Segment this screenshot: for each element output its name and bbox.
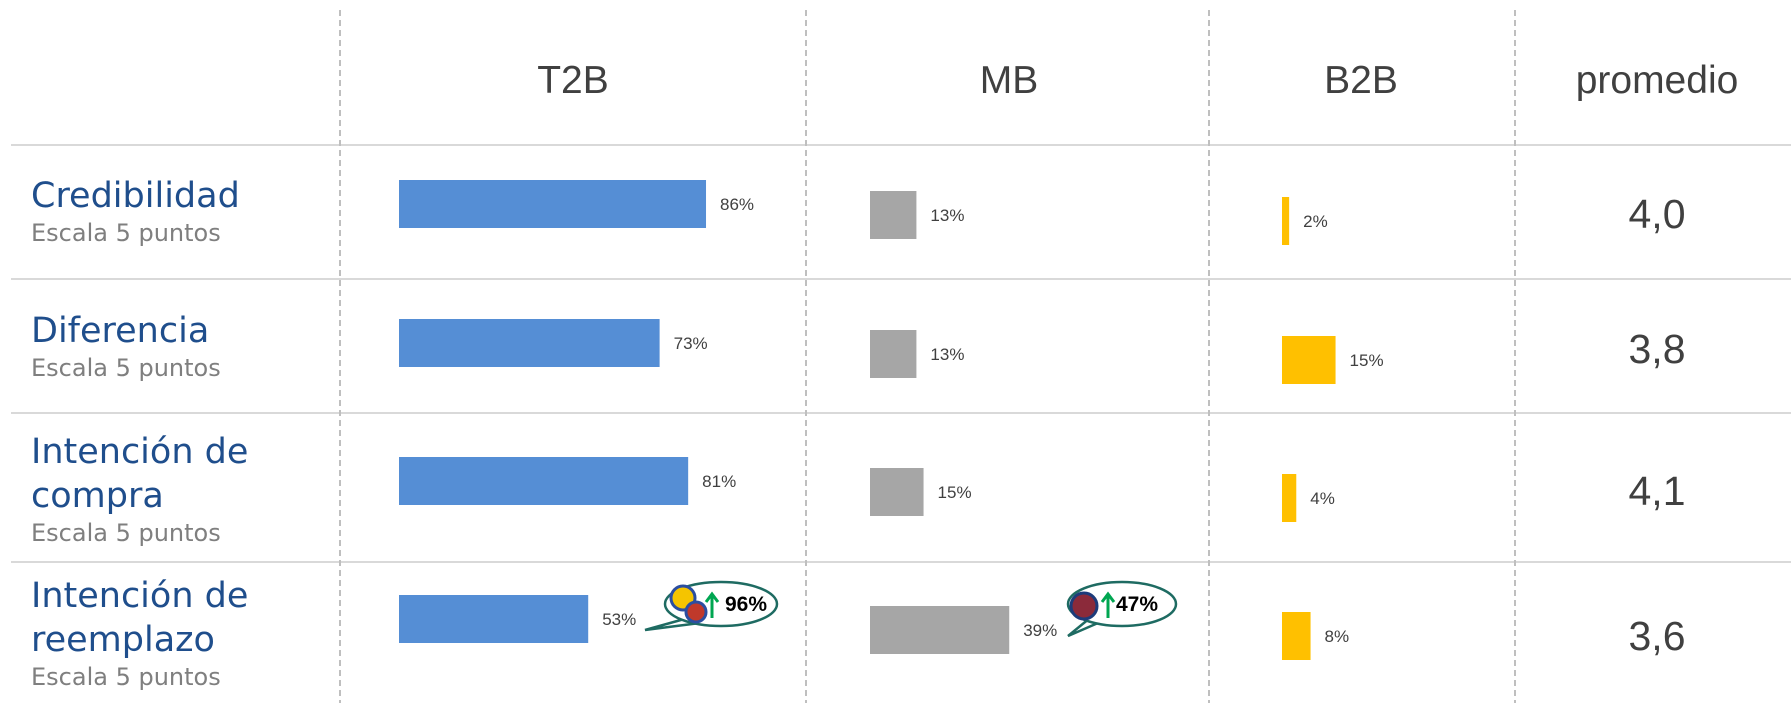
bar xyxy=(1282,612,1311,660)
average-value: 4,0 xyxy=(1629,191,1686,237)
column-header: MB xyxy=(980,59,1039,102)
value-label: 81% xyxy=(702,472,736,491)
content: T2B MB B2B promedio 86% 13% 2% 4,0 73% 13% 15% 3,8 8… xyxy=(399,59,1738,660)
value-label: 39% xyxy=(1023,621,1057,640)
average-value: 3,8 xyxy=(1629,326,1686,372)
column-header: T2B xyxy=(537,59,609,102)
row-subtitle: Escala 5 puntos xyxy=(31,518,321,548)
value-label: 15% xyxy=(1350,351,1384,370)
column-header: promedio xyxy=(1576,59,1739,102)
bar xyxy=(870,191,916,239)
flag-icon xyxy=(686,602,706,622)
row-title: Intención de reemplazo xyxy=(31,574,321,662)
row-subtitle: Escala 5 puntos xyxy=(31,662,321,692)
row-title: Diferencia xyxy=(31,309,321,353)
average-value: 3,6 xyxy=(1629,613,1686,659)
callout-text: 96% xyxy=(725,593,767,616)
value-label: 15% xyxy=(938,483,972,502)
value-label: 13% xyxy=(930,206,964,225)
value-label: 53% xyxy=(602,610,636,629)
value-label: 86% xyxy=(720,195,754,214)
bar xyxy=(1282,197,1289,245)
page: T2B MB B2B promedio 86% 13% 2% 4,0 73% 13% 15% 3,8 8… xyxy=(0,0,1791,703)
value-label: 2% xyxy=(1303,212,1328,231)
column-header: B2B xyxy=(1324,59,1398,102)
average-value: 4,1 xyxy=(1629,468,1686,514)
row-subtitle: Escala 5 puntos xyxy=(31,353,321,383)
bar xyxy=(399,180,706,228)
flag-icon xyxy=(1071,593,1097,619)
value-label: 73% xyxy=(674,334,708,353)
bar xyxy=(1282,474,1296,522)
bar xyxy=(870,606,1009,654)
value-label: 13% xyxy=(930,345,964,364)
row-title: Credibilidad xyxy=(31,174,321,218)
bar xyxy=(399,595,588,643)
bar xyxy=(399,319,660,367)
value-label: 8% xyxy=(1325,627,1350,646)
callout-text: 47% xyxy=(1116,593,1158,616)
value-label: 4% xyxy=(1310,489,1335,508)
bar xyxy=(870,330,916,378)
bar xyxy=(399,457,688,505)
row-subtitle: Escala 5 puntos xyxy=(31,218,321,248)
bar xyxy=(1282,336,1336,384)
bar xyxy=(870,468,924,516)
row-title: Intención de compra xyxy=(31,430,321,518)
